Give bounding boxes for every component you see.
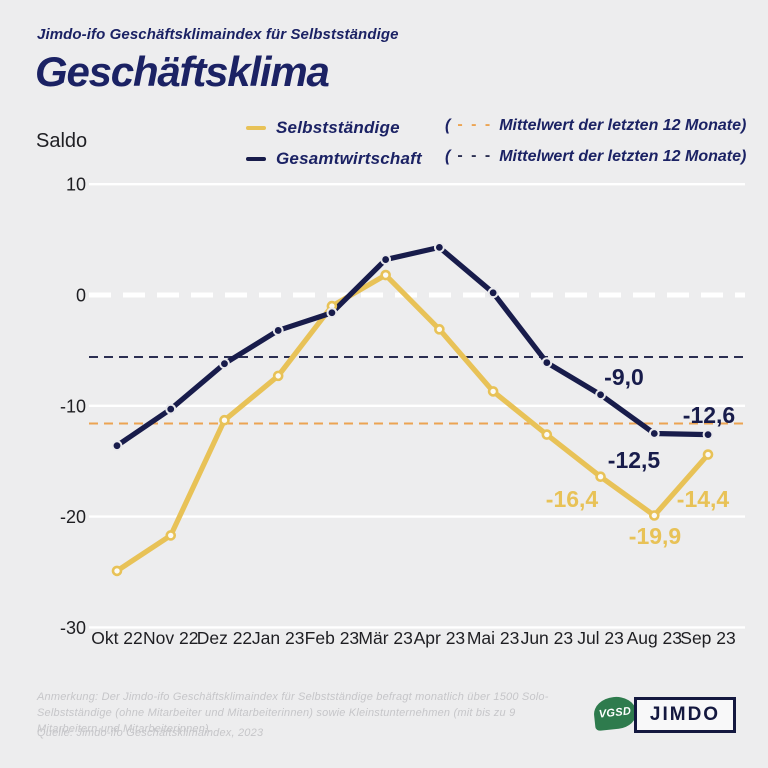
mean-dashes-orange: - - - — [457, 116, 493, 133]
legend-mean-note-selbststaendige: ( - - - Mittelwert der letzten 12 Monate… — [445, 116, 747, 135]
value-annotation: -16,4 — [546, 486, 599, 512]
mean-note-text: Mittelwert der letzten 12 Monate — [499, 117, 742, 134]
x-tick-label: Sep 23 — [680, 628, 735, 648]
data-point-marker — [272, 370, 284, 382]
series-line-selbstständige — [114, 272, 711, 574]
x-tick-label: Jan 23 — [252, 628, 305, 648]
legend-label-gesamtwirtschaft: Gesamtwirtschaft — [276, 149, 422, 168]
x-tick-label: Jul 23 — [577, 628, 624, 648]
data-point-marker — [433, 241, 445, 253]
y-axis-title: Saldo — [36, 130, 88, 152]
data-point-marker — [595, 471, 606, 483]
legend-mean-note-gesamtwirtschaft: ( - - - Mittelwert der letzten 12 Monate… — [445, 147, 747, 166]
x-tick-label: Aug 23 — [627, 628, 682, 648]
value-annotation: -19,9 — [629, 523, 681, 549]
value-annotation: -14,4 — [677, 486, 730, 512]
page-title: Geschäftsklima — [35, 48, 330, 95]
value-annotation: -12,6 — [683, 402, 735, 428]
data-point-marker — [648, 428, 660, 439]
y-tick-label: 10 — [66, 175, 86, 195]
chart-kicker: Jimdo-ifo Geschäftsklimaindex für Selbst… — [37, 26, 399, 43]
y-tick-label: 0 — [76, 286, 86, 306]
series-line-gesamtwirtschaft — [114, 244, 711, 449]
y-tick-label: -20 — [60, 507, 86, 527]
paren-close: ) — [741, 117, 747, 134]
data-point-marker — [111, 565, 123, 577]
data-point-marker — [165, 530, 177, 541]
legend-item-selbststaendige: Selbstständige ( - - - Mittelwert der le… — [246, 116, 751, 139]
data-point-marker — [219, 358, 230, 370]
paren-open: ( — [445, 148, 451, 165]
x-tick-label: Nov 22 — [143, 628, 198, 648]
data-point-marker — [219, 414, 230, 426]
data-point-marker — [595, 389, 606, 401]
data-point-marker — [272, 325, 284, 336]
data-point-marker — [165, 403, 177, 415]
data-point-marker — [702, 429, 714, 441]
y-tick-label: -10 — [60, 396, 86, 416]
legend-label-selbststaendige: Selbstständige — [276, 118, 400, 137]
y-tick-label: -30 — [60, 618, 86, 638]
value-annotation: -12,5 — [608, 447, 661, 473]
data-point-marker — [541, 429, 553, 440]
paren-close: ) — [741, 148, 747, 165]
data-point-marker — [434, 324, 445, 335]
x-tick-label: Apr 23 — [414, 628, 466, 648]
paren-open: ( — [445, 117, 451, 134]
x-tick-label: Jun 23 — [521, 628, 574, 648]
data-point-marker — [487, 386, 499, 397]
footnote: Anmerkung: Der Jimdo-ifo Geschäftsklimai… — [37, 691, 549, 735]
data-point-marker — [702, 449, 714, 460]
data-point-marker — [380, 269, 391, 281]
source-note: Quelle: Jimdo-ifo Geschäftsklimaindex, 2… — [37, 727, 264, 739]
x-tick-label: Mai 23 — [467, 628, 520, 648]
mean-note-text: Mittelwert der letzten 12 Monate — [499, 148, 742, 165]
jimdo-logo: JIMDO — [634, 697, 736, 733]
data-point-marker — [326, 307, 338, 319]
mean-dashes-navy: - - - — [457, 147, 493, 164]
data-point-marker — [648, 510, 660, 521]
legend-line-swatch-navy — [246, 157, 266, 161]
data-point-marker — [487, 287, 499, 299]
legend-line-swatch-yellow — [246, 126, 266, 130]
x-tick-label: Okt 22 — [91, 628, 143, 648]
x-tick-label: Feb 23 — [305, 628, 359, 648]
x-tick-label: Mär 23 — [358, 628, 412, 648]
legend-item-gesamtwirtschaft: Gesamtwirtschaft ( - - - Mittelwert der … — [246, 147, 751, 170]
data-point-marker — [541, 357, 553, 368]
data-point-marker — [111, 440, 123, 452]
x-tick-label: Dez 22 — [197, 628, 252, 648]
data-point-marker — [380, 254, 392, 265]
value-annotation: -9,0 — [604, 364, 644, 390]
